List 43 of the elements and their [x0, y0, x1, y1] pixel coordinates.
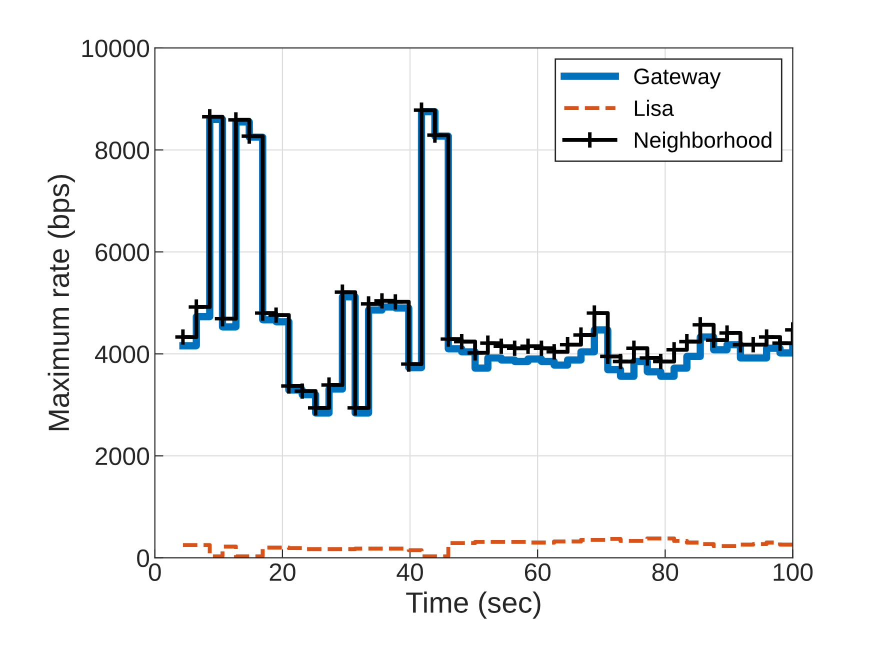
point — [279, 376, 298, 396]
point — [306, 398, 325, 418]
point — [226, 110, 246, 130]
x-tick-label: 40 — [396, 563, 423, 582]
x-tick-label: 0 — [148, 563, 161, 582]
point — [718, 324, 736, 342]
point — [359, 294, 378, 314]
point — [412, 100, 431, 120]
x-tick-label: 80 — [652, 563, 678, 582]
point — [320, 376, 338, 394]
point — [638, 348, 657, 368]
point — [333, 282, 352, 302]
y-tick-label: 10000 — [82, 40, 150, 58]
point — [426, 126, 444, 145]
y-axis-title: Maximum rate (bps) — [48, 175, 75, 430]
legend-label: Neighborhood — [634, 132, 772, 152]
point — [438, 330, 458, 348]
point — [292, 382, 312, 400]
point — [478, 334, 498, 353]
point — [346, 398, 365, 418]
legend-label: Lisa — [634, 100, 674, 116]
y-tick-label: 0 — [137, 549, 150, 568]
point — [266, 306, 286, 324]
y-tick-label: 6000 — [96, 243, 150, 262]
y-tick-label: 4000 — [94, 345, 150, 364]
x-tick-label: 20 — [270, 563, 296, 582]
point — [704, 330, 724, 350]
point — [584, 304, 604, 322]
point — [186, 298, 206, 316]
point — [386, 292, 405, 312]
x-axis-title: Time (sec) — [406, 592, 540, 619]
point — [651, 352, 670, 371]
point — [452, 332, 472, 351]
point — [770, 334, 790, 353]
point — [466, 343, 484, 362]
x-tick-label: 100 — [774, 563, 813, 582]
y-tick-label: 8000 — [95, 142, 150, 160]
point — [253, 304, 272, 322]
y-tick-label: 2000 — [96, 447, 150, 466]
legend-label: Gateway — [634, 68, 721, 89]
point — [611, 352, 630, 371]
x-tick-label: 60 — [524, 563, 551, 582]
point — [174, 328, 192, 346]
